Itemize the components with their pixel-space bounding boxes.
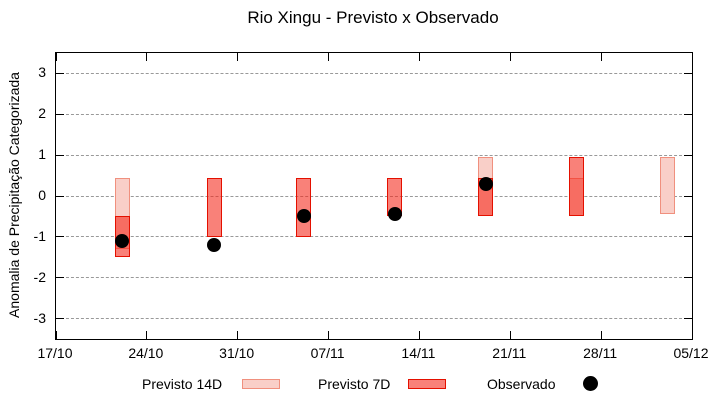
- observado-dot: [207, 238, 222, 253]
- y-tick-label: 2: [38, 105, 46, 122]
- x-tick-bottom: [328, 331, 330, 339]
- x-tick-top: [55, 53, 57, 61]
- y-tick-label: -1: [33, 227, 46, 244]
- x-tick-bottom: [418, 331, 420, 339]
- y-tick-left: [56, 72, 64, 74]
- gridline: [56, 154, 692, 156]
- x-tick-bottom: [691, 331, 693, 339]
- x-tick-top: [600, 53, 602, 61]
- y-tick-label: 3: [38, 64, 46, 81]
- legend-label-previsto-7d: Previsto 7D: [318, 376, 391, 392]
- x-tick-label: 28/11: [583, 345, 618, 361]
- x-tick-top: [691, 53, 693, 61]
- x-tick-label: 14/11: [401, 345, 436, 361]
- observado-dot: [296, 209, 311, 224]
- y-tick-right: [684, 195, 692, 197]
- legend-swatch-observado-icon: [583, 376, 598, 391]
- gridline: [56, 277, 692, 279]
- legend-label-observado: Observado: [487, 376, 556, 392]
- x-tick-bottom: [600, 331, 602, 339]
- x-tick-bottom: [237, 331, 239, 339]
- y-tick-right: [684, 277, 692, 279]
- legend-label-previsto-14d: Previsto 14D: [142, 376, 223, 392]
- y-tick-label: -3: [33, 309, 46, 326]
- gridline: [56, 72, 692, 74]
- y-tick-left: [56, 113, 64, 115]
- y-tick-label: -2: [33, 268, 46, 285]
- x-tick-top: [146, 53, 148, 61]
- gridline: [56, 113, 692, 115]
- previsto-7d-bar: [206, 177, 222, 237]
- y-tick-label: 1: [38, 146, 46, 163]
- y-tick-left: [56, 154, 64, 156]
- y-tick-right: [684, 318, 692, 320]
- x-tick-label: 05/12: [673, 345, 709, 361]
- observado-dot: [387, 207, 402, 222]
- previsto-14d-bar: [659, 157, 675, 215]
- x-tick-top: [328, 53, 330, 61]
- legend-swatch-previsto-7d-icon: [408, 379, 446, 389]
- y-tick-right: [684, 72, 692, 74]
- x-tick-label: 31/10: [219, 345, 255, 361]
- chart-title: Rio Xingu - Previsto x Observado: [247, 8, 499, 27]
- x-tick-top: [418, 53, 420, 61]
- y-tick-right: [684, 236, 692, 238]
- plot-area: [55, 52, 693, 340]
- y-tick-left: [56, 195, 64, 197]
- x-tick-label: 17/10: [37, 345, 73, 361]
- previsto-7d-bar: [568, 157, 584, 217]
- legend-swatch-previsto-14d-icon: [242, 379, 280, 389]
- gridline: [56, 195, 692, 197]
- x-tick-bottom: [55, 331, 57, 339]
- y-tick-label: 0: [38, 187, 46, 203]
- observado-dot: [478, 176, 493, 191]
- y-tick-right: [684, 154, 692, 156]
- x-tick-label: 07/11: [310, 345, 345, 361]
- x-tick-top: [237, 53, 239, 61]
- x-tick-top: [509, 53, 511, 61]
- x-tick-label: 21/11: [492, 345, 527, 361]
- observado-dot: [115, 233, 130, 248]
- y-tick-right: [684, 113, 692, 115]
- y-tick-left: [56, 318, 64, 320]
- x-tick-bottom: [509, 331, 511, 339]
- gridline: [56, 236, 692, 238]
- previsto-7d-bar: [296, 177, 312, 237]
- y-tick-left: [56, 236, 64, 238]
- x-tick-bottom: [146, 331, 148, 339]
- y-tick-left: [56, 277, 64, 279]
- x-tick-label: 24/10: [128, 345, 164, 361]
- gridline: [56, 318, 692, 320]
